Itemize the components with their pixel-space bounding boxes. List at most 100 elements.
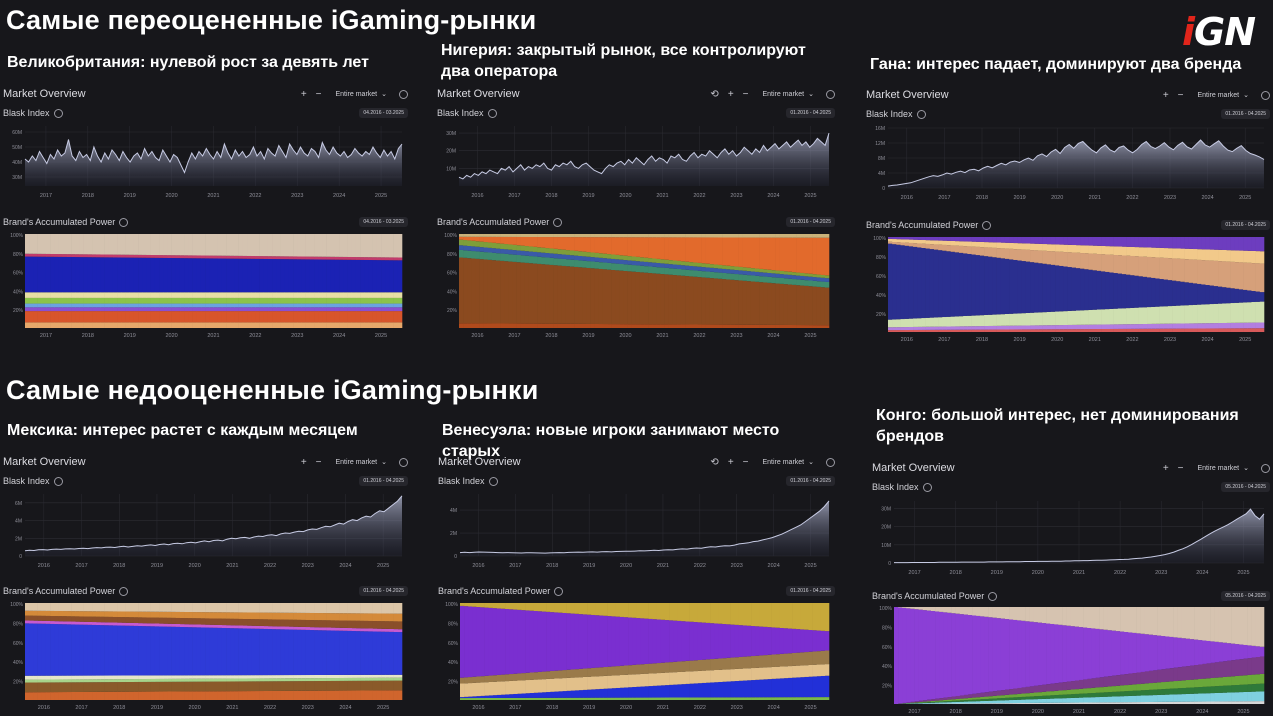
share-bar-segment bbox=[917, 237, 922, 240]
date-range-badge[interactable]: 01.2016 - 04.2025 bbox=[359, 586, 408, 596]
reset-zoom-icon[interactable]: ⟲ bbox=[710, 456, 719, 468]
share-bar-segment bbox=[83, 303, 89, 308]
market-select[interactable]: Entire market ⌄ bbox=[1198, 91, 1250, 99]
share-bar-segment bbox=[71, 303, 76, 308]
info-icon[interactable] bbox=[488, 477, 498, 487]
info-icon[interactable] bbox=[982, 221, 992, 231]
info-icon[interactable] bbox=[399, 89, 408, 99]
share-bar-segment bbox=[459, 257, 464, 324]
date-range-badge[interactable]: 05.2016 - 04.2025 bbox=[1221, 482, 1270, 492]
share-bar-segment bbox=[280, 292, 286, 298]
info-icon[interactable] bbox=[553, 218, 563, 228]
date-range-badge[interactable]: 01.2016 - 04.2025 bbox=[359, 476, 408, 486]
share-bar-segment bbox=[1251, 237, 1256, 251]
share-bar-segment bbox=[759, 679, 764, 698]
share-bar-segment bbox=[209, 311, 214, 323]
share-bar-segment bbox=[931, 699, 936, 701]
share-bar-segment bbox=[351, 303, 357, 308]
share-bar-segment bbox=[574, 234, 579, 238]
share-bar-segment bbox=[54, 256, 59, 293]
share-bar-segment bbox=[62, 682, 68, 693]
share-bar-segment bbox=[639, 257, 645, 262]
zoom-in-button[interactable]: + bbox=[300, 88, 307, 100]
share-bar-segment bbox=[75, 611, 80, 617]
date-range-badge[interactable]: 01.2016 - 04.2025 bbox=[786, 586, 835, 596]
share-bar-segment bbox=[1181, 666, 1187, 681]
date-range-badge[interactable]: 01.2016 - 04.2025 bbox=[786, 217, 835, 227]
share-bar-segment bbox=[129, 622, 135, 626]
zoom-out-button[interactable]: − bbox=[1177, 462, 1184, 474]
date-range-badge[interactable]: 04.2016 - 03.2025 bbox=[359, 217, 408, 227]
info-icon[interactable] bbox=[119, 587, 129, 597]
share-bar-segment bbox=[121, 691, 126, 700]
share-bar-segment bbox=[1013, 259, 1018, 314]
share-bar-segment bbox=[951, 696, 956, 700]
share-bar-segment bbox=[1130, 237, 1135, 247]
date-range-badge[interactable]: 04.2016 - 03.2025 bbox=[359, 108, 408, 118]
info-icon[interactable] bbox=[916, 110, 926, 120]
share-bar-segment bbox=[963, 614, 969, 695]
zoom-out-button[interactable]: − bbox=[742, 456, 749, 468]
share-bar-segment bbox=[1055, 251, 1060, 266]
share-bar-segment bbox=[1103, 607, 1109, 630]
share-bar-segment bbox=[288, 234, 294, 257]
info-icon[interactable] bbox=[119, 218, 129, 228]
share-bar-segment bbox=[1059, 237, 1064, 245]
market-select[interactable]: Entire market ⌄ bbox=[336, 458, 388, 466]
share-bar-segment bbox=[45, 623, 51, 676]
share-bar-segment bbox=[1153, 635, 1158, 671]
share-bar-segment bbox=[950, 240, 956, 246]
date-range-badge[interactable]: 01.2016 - 04.2025 bbox=[786, 108, 835, 118]
share-bar-segment bbox=[393, 311, 399, 323]
info-icon[interactable] bbox=[554, 587, 564, 597]
share-bar-segment bbox=[904, 330, 910, 332]
share-bar-segment bbox=[722, 603, 727, 625]
zoom-out-button[interactable]: − bbox=[315, 456, 322, 468]
market-select[interactable]: Entire market ⌄ bbox=[336, 90, 388, 98]
info-icon[interactable] bbox=[826, 89, 835, 99]
zoom-out-button[interactable]: − bbox=[315, 88, 322, 100]
market-select[interactable]: Entire market ⌄ bbox=[763, 458, 815, 466]
zoom-in-button[interactable]: + bbox=[727, 88, 734, 100]
share-bar-segment bbox=[900, 242, 906, 246]
reset-zoom-icon[interactable]: ⟲ bbox=[710, 88, 719, 100]
share-bar-segment bbox=[1136, 690, 1141, 696]
share-bar-segment bbox=[280, 612, 286, 620]
share-bar-segment bbox=[788, 603, 793, 629]
info-icon[interactable] bbox=[988, 592, 998, 602]
share-bar-segment bbox=[988, 703, 993, 704]
info-icon[interactable] bbox=[826, 457, 835, 467]
info-icon[interactable] bbox=[53, 477, 63, 487]
share-bar-segment bbox=[1134, 237, 1139, 248]
date-range-badge[interactable]: 01.2016 - 04.2025 bbox=[786, 476, 835, 486]
zoom-in-button[interactable]: + bbox=[1162, 89, 1169, 101]
share-bar-segment bbox=[1197, 259, 1202, 284]
zoom-in-button[interactable]: + bbox=[300, 456, 307, 468]
zoom-out-button[interactable]: − bbox=[1177, 89, 1184, 101]
share-bar-segment bbox=[542, 671, 547, 680]
info-icon[interactable] bbox=[487, 109, 497, 119]
share-bar-segment bbox=[238, 234, 244, 256]
market-select[interactable]: Entire market ⌄ bbox=[1198, 464, 1250, 472]
share-bar-segment bbox=[483, 259, 489, 324]
share-bar-segment bbox=[397, 674, 403, 678]
date-range-badge[interactable]: 01.2016 - 04.2025 bbox=[1221, 220, 1270, 230]
share-bar-segment bbox=[1213, 237, 1219, 250]
zoom-in-button[interactable]: + bbox=[1162, 462, 1169, 474]
date-range-badge[interactable]: 05.2016 - 04.2025 bbox=[1221, 591, 1270, 601]
info-icon[interactable] bbox=[399, 457, 408, 467]
share-bar-segment bbox=[1101, 237, 1106, 246]
info-icon[interactable] bbox=[922, 483, 932, 493]
share-bar-segment bbox=[959, 237, 964, 242]
info-icon[interactable] bbox=[1261, 463, 1270, 473]
share-bar-segment bbox=[297, 678, 302, 682]
zoom-out-button[interactable]: − bbox=[742, 88, 749, 100]
share-bar-segment bbox=[83, 311, 89, 323]
info-icon[interactable] bbox=[1261, 90, 1270, 100]
market-select[interactable]: Entire market ⌄ bbox=[763, 90, 815, 98]
zoom-in-button[interactable]: + bbox=[727, 456, 734, 468]
share-bar-segment bbox=[1161, 682, 1166, 690]
info-icon[interactable] bbox=[53, 109, 63, 119]
date-range-badge[interactable]: 01.2016 - 04.2025 bbox=[1221, 109, 1270, 119]
